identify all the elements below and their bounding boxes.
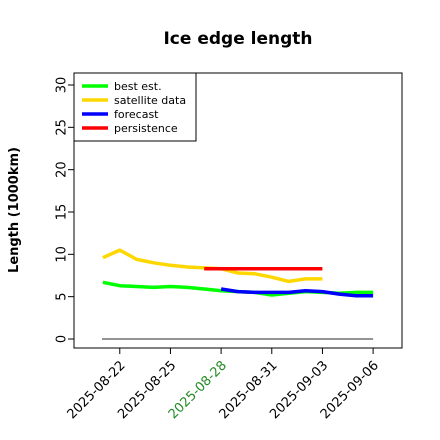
- y-tick-label: 20: [55, 161, 70, 178]
- legend-label: forecast: [114, 108, 159, 121]
- legend-label: satellite data: [114, 94, 186, 107]
- series-line-satellite-data: [102, 248, 323, 284]
- y-axis-label: Length (1000km): [7, 147, 22, 273]
- y-tick-label: 5: [55, 293, 70, 301]
- y-tick-label: 0: [55, 335, 70, 343]
- y-tick-label: 30: [55, 77, 70, 94]
- series-line-forecast: [220, 287, 374, 298]
- chart-title: Ice edge length: [163, 29, 312, 49]
- y-tick-label: 10: [55, 246, 70, 263]
- plot-frame: [73, 72, 403, 349]
- legend-label: best est.: [114, 80, 162, 93]
- y-tick-label: 25: [55, 119, 70, 136]
- legend: best est.satellite dataforecastpersisten…: [73, 72, 197, 142]
- legend-label: persistence: [114, 122, 178, 135]
- y-tick-label: 15: [55, 204, 70, 221]
